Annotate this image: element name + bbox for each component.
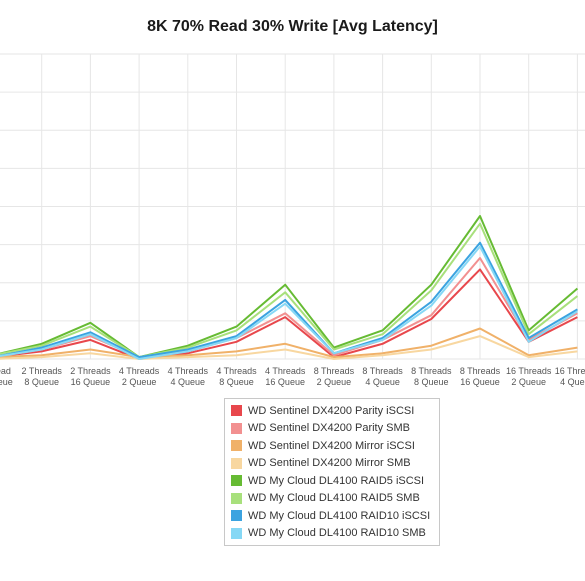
x-tick-label: 4 Threads 16 Queue	[265, 366, 306, 387]
legend-swatch	[231, 510, 242, 522]
legend-label: WD My Cloud DL4100 RAID10 iSCSI	[248, 509, 431, 522]
legend-item[interactable]: WD Sentinel DX4200 Mirror iSCSI	[231, 437, 433, 455]
legend-swatch	[231, 422, 242, 434]
x-tick-label: 8 Threads 16 Queue	[460, 366, 501, 387]
legend-label: WD Sentinel DX4200 Mirror SMB	[248, 457, 411, 470]
x-tick-label: 4 Threads 2 Queue	[119, 366, 160, 387]
legend-label: WD My Cloud DL4100 RAID5 iSCSI	[248, 474, 425, 487]
legend-label: WD Sentinel DX4200 Mirror iSCSI	[248, 439, 415, 452]
series-line-2	[0, 257, 578, 359]
legend-item[interactable]: WD My Cloud DL4100 RAID10 iSCSI	[231, 507, 433, 525]
series-line-5	[0, 215, 579, 359]
x-tick-label: 8 Threads 4 Queue	[362, 366, 403, 387]
legend-item[interactable]: WD My Cloud DL4100 RAID10 SMB	[231, 525, 433, 543]
series-line-8	[0, 245, 578, 360]
legend-item[interactable]: WD My Cloud DL4100 RAID5 SMB	[231, 490, 433, 508]
legend-swatch	[231, 457, 242, 469]
x-tick-label: 4 Threads 8 Queue	[216, 366, 257, 387]
x-tick-label: 1 Thread16 Queue	[0, 366, 13, 387]
x-tick-label: 8 Threads 2 Queue	[314, 366, 355, 387]
series-lines	[0, 215, 579, 360]
x-tick-label: 2 Threads 16 Queue	[70, 366, 111, 387]
x-tick-label: 16 Threads 2 Queue	[506, 366, 552, 387]
chart-title: 8K 70% Read 30% Write [Avg Latency]	[147, 18, 438, 35]
legend-label: WD My Cloud DL4100 RAID5 SMB	[248, 492, 420, 505]
series-line-3	[0, 327, 578, 359]
x-tick-label: 8 Threads 8 Queue	[411, 366, 452, 387]
legend: WD Sentinel DX4200 Parity iSCSI WD Sentin…	[224, 398, 440, 546]
series-line-6	[0, 222, 579, 359]
legend-swatch	[231, 440, 242, 452]
series-line-4	[0, 335, 578, 360]
legend-item[interactable]: WD My Cloud DL4100 RAID5 iSCSI	[231, 472, 433, 490]
legend-label: WD My Cloud DL4100 RAID10 SMB	[248, 527, 426, 540]
legend-item[interactable]: WD Sentinel DX4200 Parity iSCSI	[231, 402, 433, 420]
legend-item[interactable]: WD Sentinel DX4200 Mirror SMB	[231, 455, 433, 473]
legend-swatch	[231, 492, 242, 504]
legend-swatch	[231, 475, 242, 487]
x-tick-label: 4 Threads 4 Queue	[168, 366, 209, 387]
legend-swatch	[231, 405, 242, 417]
legend-swatch	[231, 527, 242, 539]
legend-label: WD Sentinel DX4200 Parity iSCSI	[248, 404, 415, 417]
legend-item[interactable]: WD Sentinel DX4200 Parity SMB	[231, 420, 433, 438]
x-tick-label: 2 Threads 8 Queue	[22, 366, 63, 387]
series-line-1	[0, 268, 578, 360]
grid	[0, 53, 585, 360]
series-line-7	[0, 241, 578, 359]
legend-label: WD Sentinel DX4200 Parity SMB	[248, 422, 411, 435]
